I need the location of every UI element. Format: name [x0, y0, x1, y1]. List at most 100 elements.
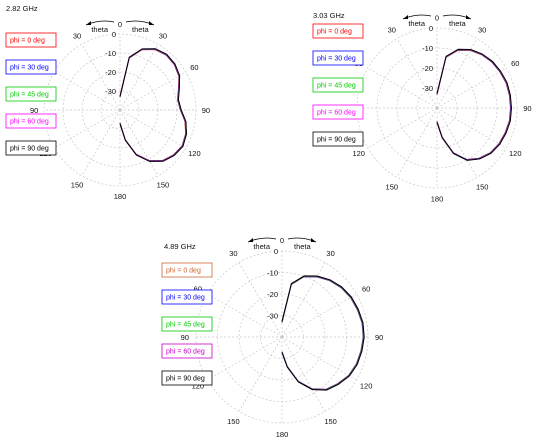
angle-tick-label: 150	[71, 180, 84, 189]
angle-tick-label: 30	[388, 26, 396, 35]
frequency-label: 4.89 GHz	[164, 242, 196, 251]
legend-entry-label: phi = 0 deg	[10, 38, 45, 45]
legend-entry-label: phi = 60 deg	[10, 119, 49, 126]
grid-circle	[43, 33, 197, 187]
radial-tick-label: -10	[267, 269, 278, 278]
angle-tick-label: 0	[280, 236, 284, 245]
grid-circle	[238, 293, 326, 381]
legend-entry-label: phi = 90 deg	[10, 146, 49, 153]
legend-entry-label: phi = 30 deg	[10, 65, 49, 72]
grid-spoke	[281, 293, 357, 338]
grid-spoke	[396, 107, 438, 178]
angle-tick-label: 150	[227, 417, 240, 426]
grid-spoke	[81, 44, 121, 111]
legend-entry-label: phi = 90 deg	[317, 137, 356, 144]
legend-box	[161, 343, 213, 359]
legend-entry-label: phi = 60 deg	[317, 110, 356, 117]
legend-entry-label: phi = 90 deg	[166, 376, 205, 383]
legend-entry-label: phi = 0 deg	[166, 268, 201, 275]
legend-box	[312, 104, 364, 120]
frequency-label: 3.03 GHz	[313, 11, 345, 20]
grid-spoke	[436, 38, 478, 109]
angle-tick-label: 30	[326, 249, 334, 258]
arrow-head-icon	[149, 21, 154, 25]
theta-label: theta	[294, 242, 312, 251]
arrow-head-icon	[466, 15, 471, 19]
legend-entry-label: phi = 30 deg	[317, 56, 356, 63]
legend-box	[161, 316, 213, 332]
arrow-head-icon	[403, 15, 408, 19]
theta-label: theta	[449, 19, 467, 28]
legend-box	[5, 59, 57, 75]
angle-tick-label: 90	[523, 104, 531, 113]
legend-box	[5, 86, 57, 102]
theta-label: theta	[253, 242, 271, 251]
grid-spoke	[436, 107, 507, 149]
legend-entry-label: phi = 45 deg	[10, 92, 49, 99]
pattern-curve	[436, 48, 512, 161]
angle-tick-label: 150	[476, 182, 489, 191]
arrow-head-icon	[311, 238, 316, 242]
angle-tick-label: 120	[192, 382, 205, 391]
legend-box	[312, 131, 364, 147]
radial-tick-label: 0	[274, 247, 278, 256]
radial-tick-label: -30	[267, 312, 278, 321]
radial-tick-label: -10	[105, 49, 116, 58]
angle-tick-label: 180	[276, 430, 289, 439]
grid-spoke	[81, 109, 121, 176]
grid-spoke	[119, 44, 159, 111]
frequency-label: 2.82 GHz	[6, 4, 38, 13]
grid-spoke	[119, 109, 159, 176]
legend-box	[161, 262, 213, 278]
legend-entry-label: phi = 45 deg	[317, 83, 356, 90]
radial-tick-label: -20	[422, 64, 433, 73]
grid-circle	[100, 90, 140, 130]
angle-tick-label: 120	[360, 382, 373, 391]
radial-tick-label: 0	[429, 24, 433, 33]
angle-tick-label: 60	[362, 284, 370, 293]
legend-box	[161, 289, 213, 305]
grid-spoke	[119, 71, 186, 111]
theta-label: theta	[132, 25, 150, 34]
grid-spoke	[54, 71, 121, 111]
angle-tick-label: 30	[159, 32, 167, 41]
grid-spoke	[436, 107, 478, 178]
angle-tick-label: 150	[386, 182, 399, 191]
grid-circle	[356, 27, 518, 189]
legend-box	[312, 23, 364, 39]
arrow-head-icon	[248, 238, 253, 242]
grid-spoke	[367, 107, 438, 149]
polar-plot-1: 03060901201501801501209060300-10-20-30th…	[5, 4, 210, 201]
radial-tick-label: -30	[105, 87, 116, 96]
angle-tick-label: 150	[324, 417, 337, 426]
legend-box	[312, 77, 364, 93]
legend-box	[5, 140, 57, 156]
angle-tick-label: 30	[73, 32, 81, 41]
polar-plot-2: 03060901201501801501209060300-10-20-30th…	[312, 11, 532, 203]
radial-tick-label: -10	[422, 44, 433, 53]
angle-tick-label: 120	[352, 149, 365, 158]
angle-tick-label: 60	[194, 284, 202, 293]
theta-label: theta	[408, 19, 426, 28]
legend-entry-label: phi = 60 deg	[166, 349, 205, 356]
pattern-curve	[119, 48, 187, 162]
angle-tick-label: 30	[229, 249, 237, 258]
legend-box	[5, 113, 57, 129]
angle-tick-label: 60	[511, 59, 519, 68]
angle-tick-label: 180	[431, 194, 444, 203]
radial-tick-label: 0	[112, 30, 116, 39]
angle-tick-label: 120	[509, 149, 522, 158]
angle-tick-label: 90	[202, 106, 210, 115]
polar-plot-3: 0 30 60 90 120 150 180 150 120 90 60 30 0 -10 -20 -30 th…	[161, 236, 383, 439]
angle-tick-label: 0	[118, 20, 122, 29]
grid-spoke	[54, 109, 121, 149]
angle-tick-label: 90	[30, 106, 38, 115]
legend-entry-label: phi = 30 deg	[166, 295, 205, 302]
grid-spoke	[396, 38, 438, 109]
legend-entry-label: phi = 45 deg	[166, 322, 205, 329]
radial-tick-label: -20	[105, 68, 116, 77]
angle-tick-label: 90	[181, 333, 189, 342]
legend-box	[312, 50, 364, 66]
